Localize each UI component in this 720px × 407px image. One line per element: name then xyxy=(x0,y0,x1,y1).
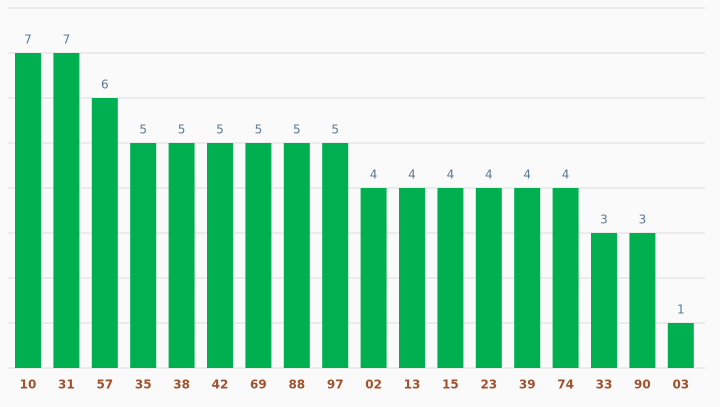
bar xyxy=(360,188,387,368)
value-label: 4 xyxy=(447,168,455,182)
value-label: 4 xyxy=(408,168,416,182)
bar xyxy=(53,53,80,368)
bar xyxy=(552,188,579,368)
bar xyxy=(322,143,349,368)
x-tick-label: 74 xyxy=(557,378,574,392)
x-tick-label: 57 xyxy=(96,378,113,392)
x-tick-label: 33 xyxy=(596,378,613,392)
x-tick-label: 69 xyxy=(250,378,267,392)
value-label: 5 xyxy=(216,123,224,137)
value-label: 4 xyxy=(370,168,378,182)
bar xyxy=(514,188,541,368)
value-label: 4 xyxy=(523,168,531,182)
x-tick-label: 23 xyxy=(480,378,497,392)
bar xyxy=(130,143,157,368)
bar xyxy=(283,143,310,368)
x-tick-label: 38 xyxy=(173,378,190,392)
x-tick-label: 31 xyxy=(58,378,75,392)
value-label: 7 xyxy=(63,33,71,47)
bar xyxy=(15,53,41,368)
x-tick-label: 35 xyxy=(135,378,152,392)
x-tick-label: 90 xyxy=(634,378,651,392)
x-tick-label: 39 xyxy=(519,378,536,392)
x-tick-label: 42 xyxy=(212,378,229,392)
value-label: 5 xyxy=(255,123,263,137)
bar xyxy=(591,233,617,368)
bar xyxy=(629,233,656,368)
value-label: 5 xyxy=(293,123,301,137)
x-tick-label: 13 xyxy=(404,378,421,392)
x-tick-label: 03 xyxy=(672,378,689,392)
value-label: 4 xyxy=(562,168,570,182)
bar xyxy=(667,323,694,368)
value-label: 4 xyxy=(485,168,493,182)
value-label: 3 xyxy=(600,213,608,227)
value-label: 7 xyxy=(24,33,32,47)
x-tick-label: 10 xyxy=(20,378,37,392)
bar xyxy=(245,143,272,368)
value-label: 3 xyxy=(639,213,647,227)
bar xyxy=(168,143,195,368)
bar xyxy=(207,143,233,368)
value-label: 5 xyxy=(178,123,186,137)
value-label: 6 xyxy=(101,78,109,92)
value-label: 1 xyxy=(677,303,685,317)
x-tick-label: 02 xyxy=(365,378,382,392)
x-tick-label: 88 xyxy=(288,378,305,392)
bar xyxy=(437,188,464,368)
value-label: 5 xyxy=(139,123,147,137)
bar xyxy=(399,188,425,368)
x-tick-label: 97 xyxy=(327,378,344,392)
value-label: 5 xyxy=(331,123,339,137)
bar xyxy=(475,188,502,368)
bar xyxy=(91,98,118,368)
x-tick-label: 15 xyxy=(442,378,459,392)
